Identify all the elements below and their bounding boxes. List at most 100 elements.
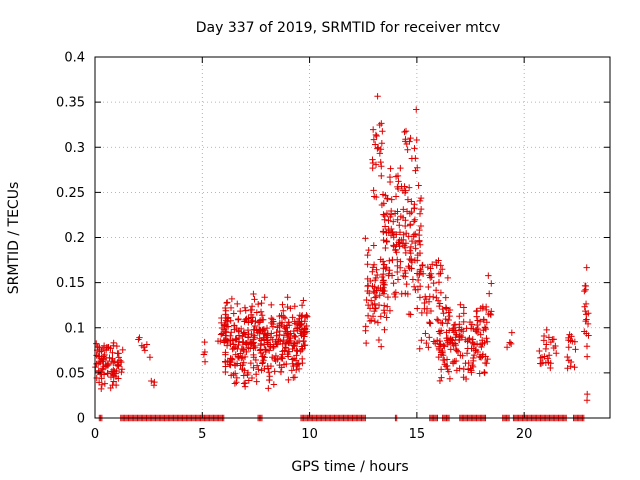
data-point <box>240 380 248 387</box>
data-point <box>380 277 387 284</box>
data-point <box>372 141 379 148</box>
data-point <box>247 359 255 367</box>
data-point <box>266 376 273 384</box>
data-point <box>240 330 247 337</box>
data-point <box>284 293 291 301</box>
data-point <box>373 266 380 273</box>
data-point <box>244 371 251 379</box>
data-point <box>222 332 229 339</box>
data-point <box>485 272 492 279</box>
data-point <box>584 320 592 328</box>
data-point <box>508 329 516 336</box>
data-point <box>418 309 426 317</box>
data-point <box>372 274 380 282</box>
data-point <box>388 225 395 233</box>
data-point <box>422 330 429 337</box>
data-point <box>100 342 108 349</box>
data-point <box>413 106 420 113</box>
data-point <box>483 335 490 342</box>
grid-layer <box>95 57 610 418</box>
data-point <box>446 306 454 314</box>
data-point <box>394 256 401 263</box>
data-point <box>399 214 407 221</box>
data-point <box>476 370 483 377</box>
data-point <box>201 338 208 346</box>
data-point <box>427 307 435 315</box>
data-point <box>380 236 387 244</box>
data-point <box>460 365 467 373</box>
data-point <box>378 120 385 127</box>
data-point <box>439 305 446 313</box>
data-point <box>258 353 266 360</box>
data-point <box>412 286 419 294</box>
data-point <box>473 328 480 335</box>
data-point <box>416 210 424 217</box>
data-point <box>237 325 245 333</box>
data-point <box>253 362 261 369</box>
data-point <box>362 323 369 330</box>
data-point <box>269 316 277 323</box>
data-point <box>118 366 126 373</box>
data-point <box>424 263 432 271</box>
data-point <box>245 344 252 351</box>
data-point <box>280 307 287 314</box>
data-point <box>301 318 308 325</box>
data-point <box>435 346 443 354</box>
data-point <box>95 368 102 375</box>
data-point <box>380 307 388 314</box>
data-point <box>250 364 257 371</box>
data-point <box>480 316 487 323</box>
data-point <box>399 187 407 194</box>
y-axis-label: SRMTID / TECUs <box>6 182 22 295</box>
data-point <box>258 299 265 307</box>
data-point <box>473 321 481 329</box>
data-point <box>583 397 591 404</box>
data-point <box>290 342 297 349</box>
data-point <box>295 360 302 367</box>
data-point <box>235 315 242 323</box>
data-point <box>372 161 380 168</box>
data-point <box>248 340 255 348</box>
data-point <box>485 310 492 318</box>
data-point <box>414 276 422 284</box>
data-point <box>369 301 376 309</box>
data-point <box>419 270 427 278</box>
data-point <box>416 283 424 290</box>
data-point <box>272 357 279 365</box>
data-point <box>227 336 234 344</box>
data-point <box>426 319 433 326</box>
data-point <box>404 196 412 203</box>
data-point <box>476 341 484 348</box>
data-point <box>581 282 589 289</box>
data-point <box>473 340 481 348</box>
data-point <box>400 206 407 213</box>
data-point <box>370 288 377 295</box>
data-point <box>414 164 421 171</box>
data-point <box>254 300 262 308</box>
data-point <box>109 371 117 379</box>
data-point <box>547 338 555 346</box>
data-point <box>285 353 292 360</box>
data-point <box>143 341 151 348</box>
data-point <box>270 343 278 350</box>
data-point <box>383 264 390 271</box>
data-point <box>438 266 446 273</box>
data-point <box>245 377 253 384</box>
data-point <box>415 182 422 189</box>
data-point <box>228 329 235 336</box>
data-point <box>415 238 423 245</box>
data-point <box>298 346 306 354</box>
data-point <box>537 354 544 362</box>
data-point <box>406 264 413 272</box>
data-point <box>294 326 301 334</box>
data-point <box>362 339 370 347</box>
data-point <box>264 362 271 370</box>
data-point <box>285 376 292 384</box>
data-point <box>413 136 420 144</box>
data-point <box>253 326 260 334</box>
data-point <box>462 336 469 343</box>
data-point <box>369 268 376 275</box>
data-point <box>285 318 292 326</box>
data-point <box>227 358 235 366</box>
